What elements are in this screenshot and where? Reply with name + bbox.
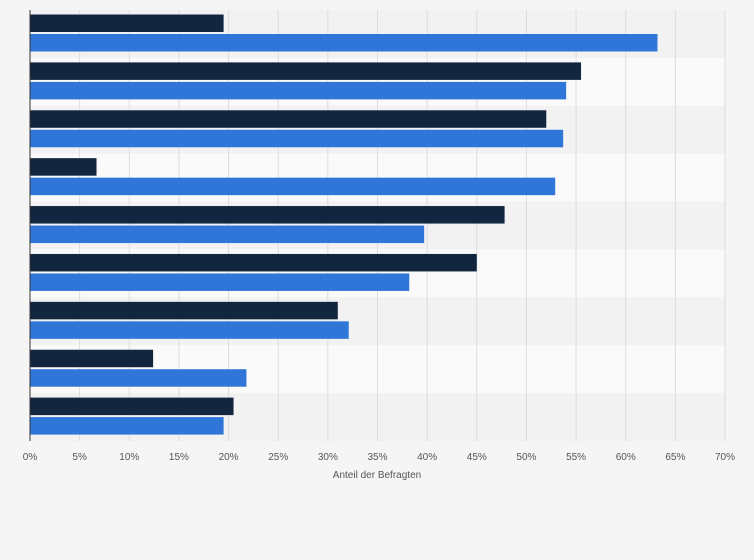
x-tick-label: 20% bbox=[219, 452, 239, 463]
x-tick-label: 50% bbox=[516, 452, 536, 463]
bar-series-2 bbox=[30, 129, 564, 148]
bar-series-1 bbox=[30, 62, 582, 80]
x-tick-label: 60% bbox=[616, 452, 636, 463]
bar-series-2 bbox=[30, 81, 567, 100]
x-tick-labels: 0% 5% 10% 15% 20% 25% 30% 35% 40% 45% 50% 55% 60% 65%… bbox=[23, 452, 735, 463]
bar-series-1 bbox=[30, 14, 224, 32]
x-tick-label: 65% bbox=[665, 452, 685, 463]
bar-series-2 bbox=[30, 177, 556, 196]
x-tick-label: 0% bbox=[23, 452, 38, 463]
bars bbox=[30, 14, 658, 435]
bar-series-2 bbox=[30, 225, 425, 244]
x-tick-label: 40% bbox=[417, 452, 437, 463]
x-tick-label: 70% bbox=[715, 452, 735, 463]
x-tick-label: 5% bbox=[72, 452, 87, 463]
x-tick-label: 25% bbox=[268, 452, 288, 463]
bar-series-1 bbox=[30, 301, 338, 320]
x-tick-label: 10% bbox=[119, 452, 139, 463]
bar-series-1 bbox=[30, 206, 505, 224]
bar-series-2 bbox=[30, 369, 247, 387]
x-tick-label: 45% bbox=[467, 452, 487, 463]
x-tick-label: 35% bbox=[367, 452, 387, 463]
bar-series-1 bbox=[30, 110, 547, 128]
x-tick-label: 55% bbox=[566, 452, 586, 463]
bar-series-2 bbox=[30, 273, 410, 291]
bar-series-1 bbox=[30, 158, 97, 176]
x-tick-label: 15% bbox=[169, 452, 189, 463]
x-tick-label: 30% bbox=[318, 452, 338, 463]
gridlines bbox=[79, 10, 726, 441]
bar-series-1 bbox=[30, 349, 154, 368]
bar-series-1 bbox=[30, 397, 234, 416]
bar-series-2 bbox=[30, 34, 658, 52]
bar-series-2 bbox=[30, 321, 349, 339]
bar-series-2 bbox=[30, 417, 224, 435]
bar-series-1 bbox=[30, 253, 477, 272]
x-axis-title: Anteil der Befragten bbox=[333, 470, 421, 481]
